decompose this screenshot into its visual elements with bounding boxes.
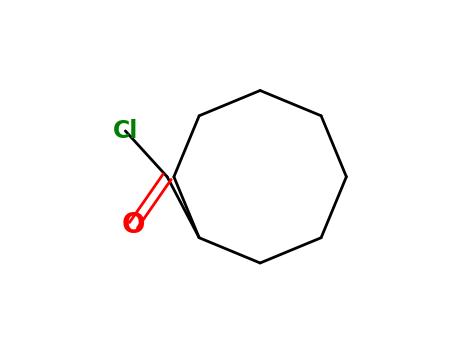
Text: O: O: [122, 211, 145, 239]
Text: Cl: Cl: [113, 119, 138, 143]
